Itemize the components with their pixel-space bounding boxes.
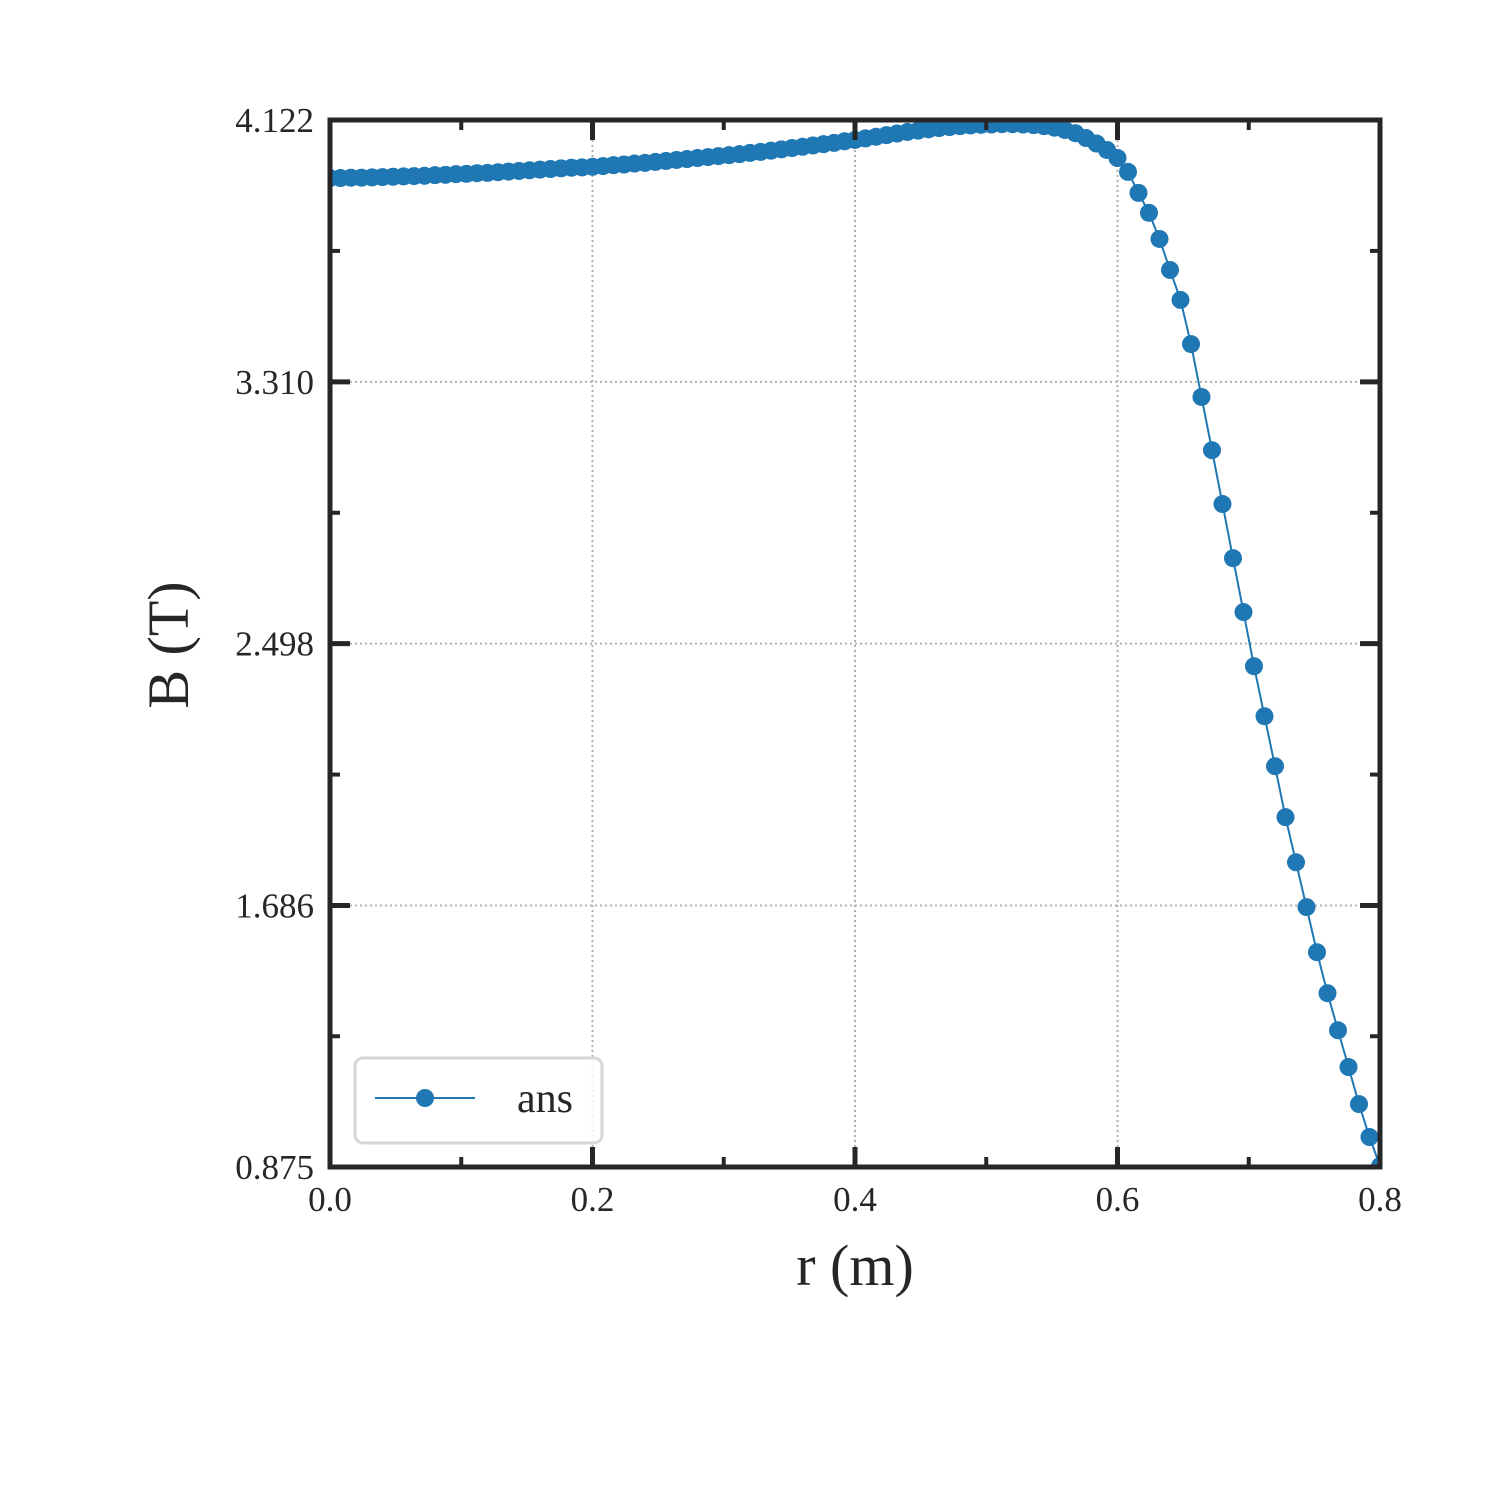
data-point <box>1119 162 1137 181</box>
data-point <box>1287 853 1305 872</box>
data-point <box>1245 657 1263 676</box>
legend: ans <box>353 1056 604 1145</box>
data-point <box>1297 898 1316 917</box>
data-point <box>1318 984 1337 1003</box>
data-point <box>1140 203 1158 222</box>
x-tick-label: 0.0 <box>308 1180 352 1219</box>
data-point <box>1182 335 1200 354</box>
x-tick-label: 0.6 <box>1096 1180 1140 1219</box>
y-tick-label: 4.122 <box>235 101 314 140</box>
y-tick-label: 2.498 <box>235 625 314 664</box>
data-point <box>1161 260 1179 279</box>
data-point <box>1329 1021 1347 1040</box>
data-point <box>1108 149 1127 168</box>
y-axis-label: B (T) <box>136 581 201 708</box>
data-point <box>1276 808 1295 827</box>
x-tick-label: 0.8 <box>1358 1180 1402 1219</box>
y-tick-label: 0.875 <box>235 1148 314 1187</box>
data-point <box>1224 549 1242 568</box>
ticks: 0.0 0.2 0.4 0.6 0.8 0.875 1.686 2.498 3.310 4.122 <box>235 101 1402 1219</box>
data-point <box>1171 290 1190 309</box>
data-point <box>1192 387 1211 406</box>
y-tick-label: 1.686 <box>235 886 314 925</box>
data-point <box>1350 1095 1368 1114</box>
data-point <box>1308 943 1326 962</box>
y-tick-label: 3.310 <box>235 363 314 402</box>
data-point <box>1213 495 1232 514</box>
data-point <box>1203 441 1221 460</box>
data-point <box>1234 603 1253 622</box>
legend-label: ans <box>517 1076 573 1122</box>
x-axis-label: r (m) <box>796 1233 914 1298</box>
legend-box <box>353 1056 604 1145</box>
data-point <box>1129 183 1148 202</box>
x-tick-label: 0.4 <box>833 1180 877 1219</box>
data-point <box>1266 757 1284 776</box>
data-point <box>1339 1058 1358 1077</box>
x-tick-label: 0.2 <box>571 1180 615 1219</box>
data-point <box>1150 229 1169 248</box>
data-point <box>1255 707 1274 726</box>
data-point <box>1360 1128 1379 1147</box>
legend-marker <box>416 1089 434 1107</box>
